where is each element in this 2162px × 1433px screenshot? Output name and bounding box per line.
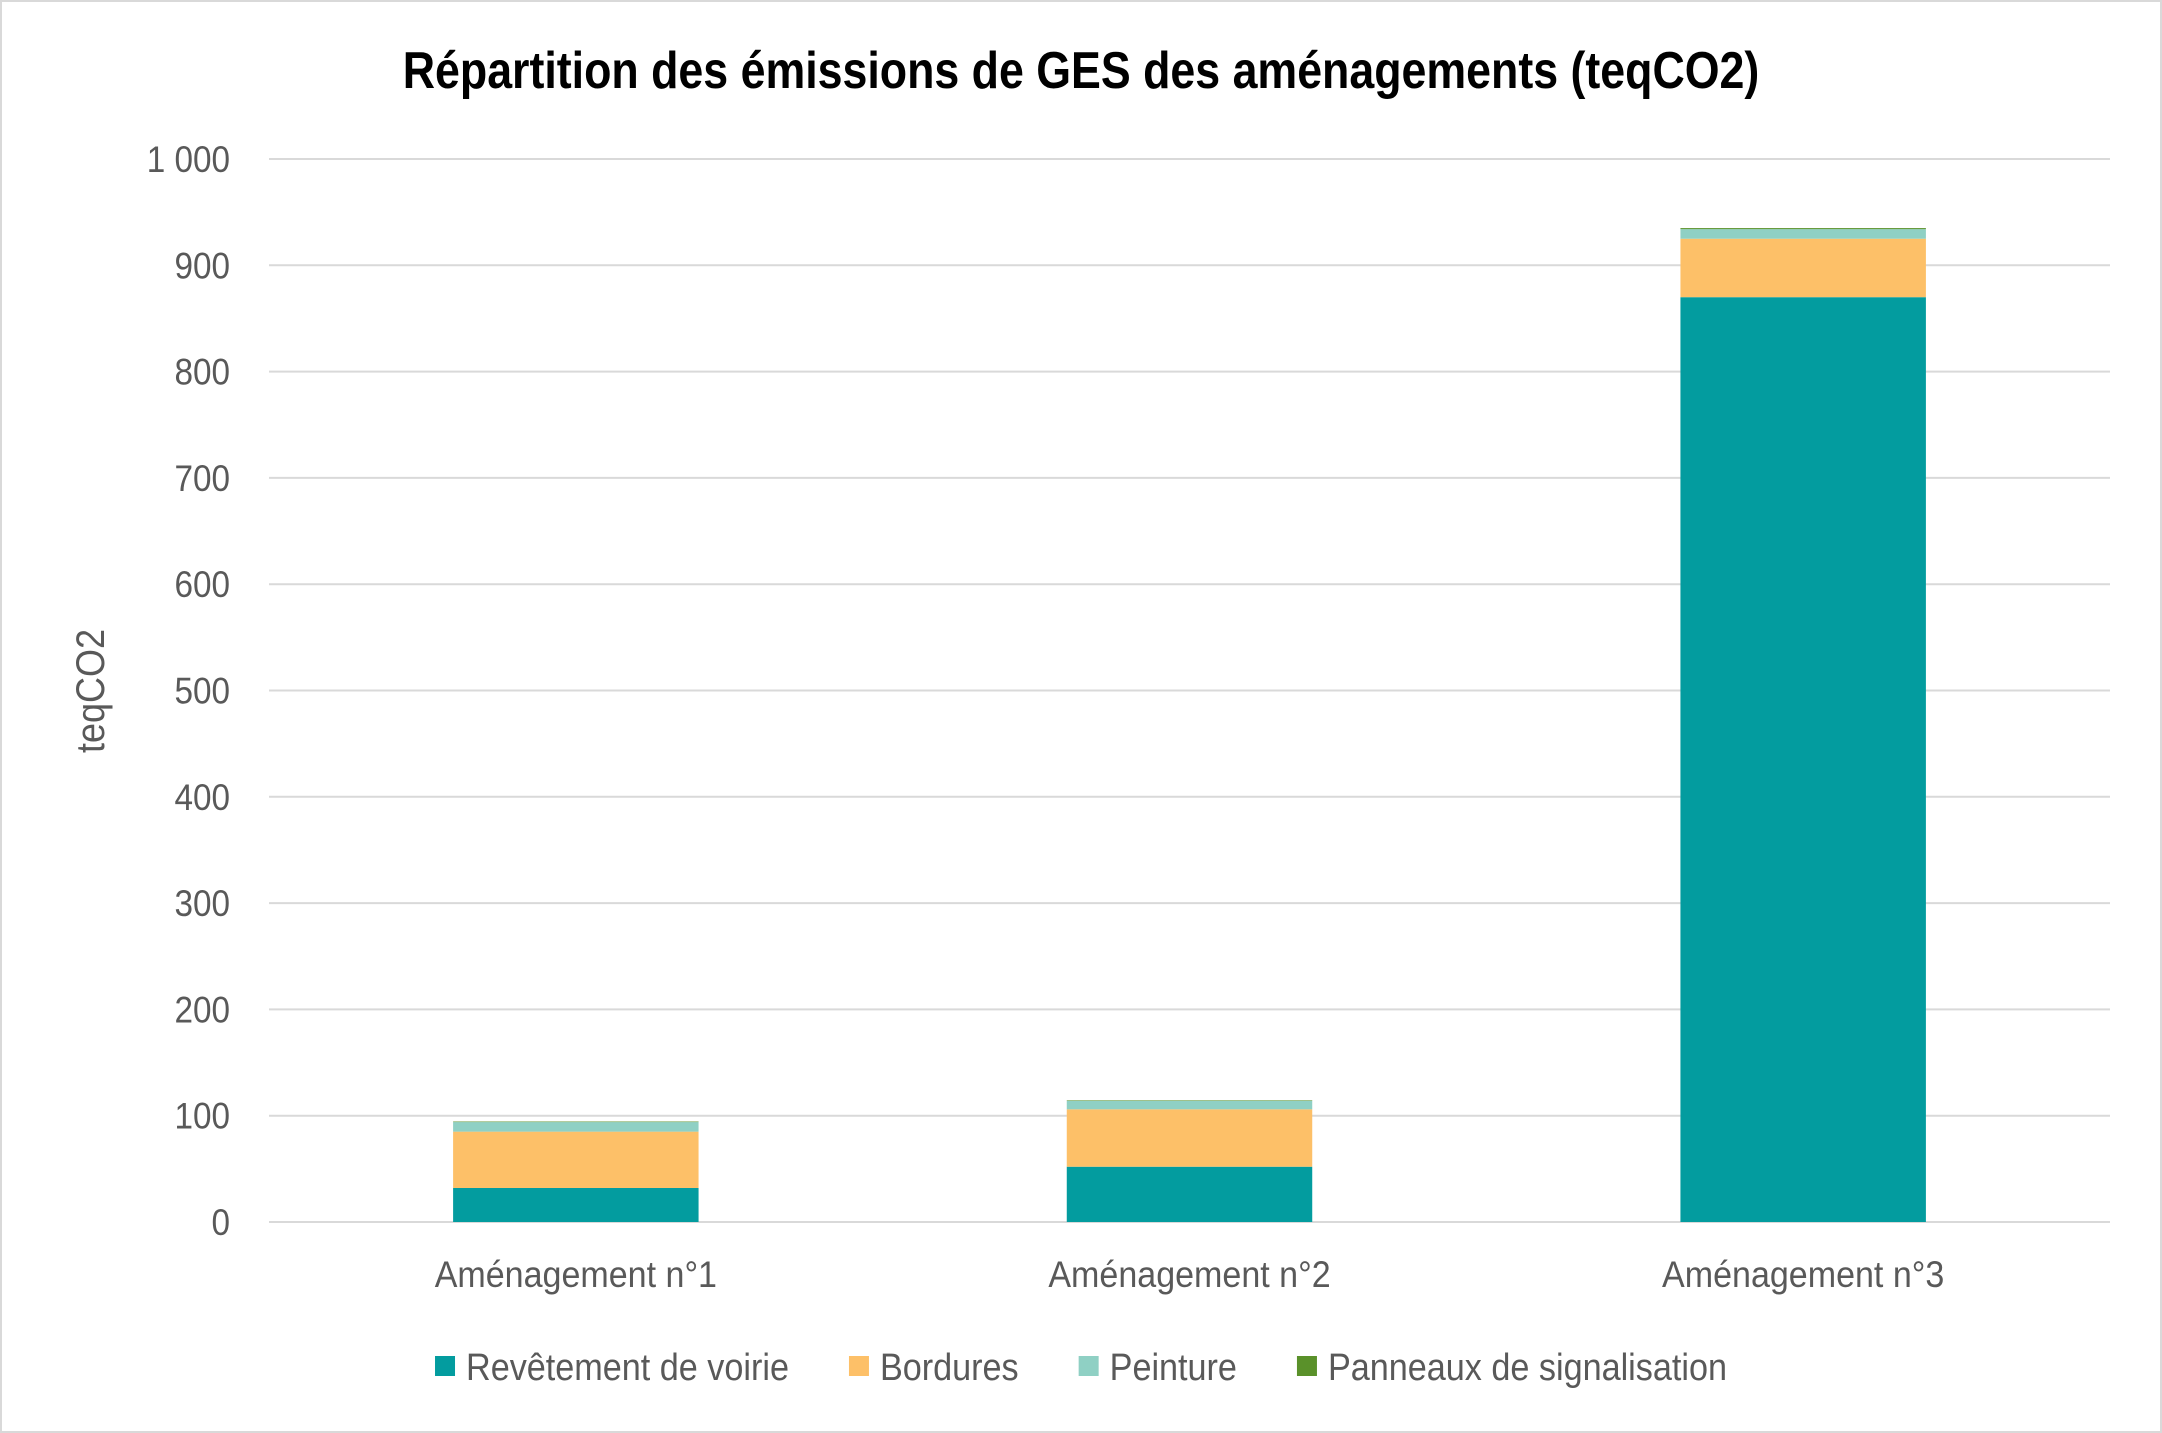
legend-item-peinture: Peinture xyxy=(1078,1345,1237,1388)
x-tick-label-amenagement-n-1: Aménagement n°1 xyxy=(435,1254,717,1296)
y-tick-label-700: 700 xyxy=(174,458,230,499)
legend-label-revetement-de-voirie: Revêtement de voirie xyxy=(466,1345,789,1388)
legend-label-panneaux-de-signalisation: Panneaux de signalisation xyxy=(1328,1345,1727,1388)
bar-peinture-amenagement-n-2 xyxy=(1066,1100,1313,1110)
bar-stack-amenagement-n-1 xyxy=(453,1121,699,1222)
bar-panneaux-de-signalisation-amenagement-n-1 xyxy=(453,1121,699,1123)
legend-swatch-panneaux-de-signalisation xyxy=(1296,1356,1317,1376)
y-tick-label-100: 100 xyxy=(174,1096,230,1137)
y-tick-label-1000: 1 000 xyxy=(147,139,230,180)
legend: Revêtement de voirie Bordures Peinture Pann… xyxy=(435,1345,1727,1388)
legend-item-panneaux-de-signalisation: Panneaux de signalisation xyxy=(1296,1345,1727,1388)
y-tick-label-900: 900 xyxy=(174,246,230,287)
y-axis-tick-labels: 0 100 200 300 400 500 600 700 800 900 1 000 xyxy=(147,139,230,1243)
y-axis-label: teqCO2 xyxy=(69,629,113,753)
legend-label-bordures: Bordures xyxy=(880,1345,1019,1388)
bar-revetement-de-voirie-amenagement-n-1 xyxy=(453,1187,699,1222)
bar-stack-amenagement-n-3 xyxy=(1680,228,1926,1222)
y-tick-label-600: 600 xyxy=(174,565,230,606)
legend-item-revetement-de-voirie: Revêtement de voirie xyxy=(435,1345,789,1388)
legend-item-bordures: Bordures xyxy=(848,1345,1019,1388)
y-tick-label-500: 500 xyxy=(174,671,230,712)
y-tick-label-800: 800 xyxy=(174,352,230,393)
legend-label-peinture: Peinture xyxy=(1110,1345,1237,1388)
x-tick-label-amenagement-n-2: Aménagement n°2 xyxy=(1048,1254,1330,1296)
x-tick-label-amenagement-n-3: Aménagement n°3 xyxy=(1662,1254,1944,1296)
bar-bordures-amenagement-n-1 xyxy=(453,1131,699,1188)
bar-panneaux-de-signalisation-amenagement-n-3 xyxy=(1680,228,1926,230)
bar-panneaux-de-signalisation-amenagement-n-2 xyxy=(1066,1100,1313,1101)
legend-swatch-revetement-de-voirie xyxy=(435,1356,456,1376)
bar-revetement-de-voirie-amenagement-n-3 xyxy=(1680,297,1926,1222)
y-tick-label-400: 400 xyxy=(174,777,230,818)
bar-revetement-de-voirie-amenagement-n-2 xyxy=(1066,1166,1313,1222)
legend-swatch-bordures xyxy=(848,1356,869,1376)
x-axis-tick-labels: Aménagement n°1 Aménagement n°2 Aménagemen… xyxy=(435,1254,1945,1296)
y-tick-label-300: 300 xyxy=(174,884,230,925)
bar-bordures-amenagement-n-2 xyxy=(1066,1109,1313,1167)
legend-swatch-peinture xyxy=(1078,1356,1099,1376)
bar-stack-amenagement-n-2 xyxy=(1066,1100,1313,1222)
chart-title: Répartition des émissions de GES des amé… xyxy=(403,42,1760,100)
y-tick-label-200: 200 xyxy=(174,990,230,1031)
bar-bordures-amenagement-n-3 xyxy=(1680,238,1926,298)
bars xyxy=(453,228,1926,1222)
bar-peinture-amenagement-n-1 xyxy=(453,1122,699,1132)
bar-peinture-amenagement-n-3 xyxy=(1680,229,1926,239)
y-tick-label-0: 0 xyxy=(211,1202,230,1243)
